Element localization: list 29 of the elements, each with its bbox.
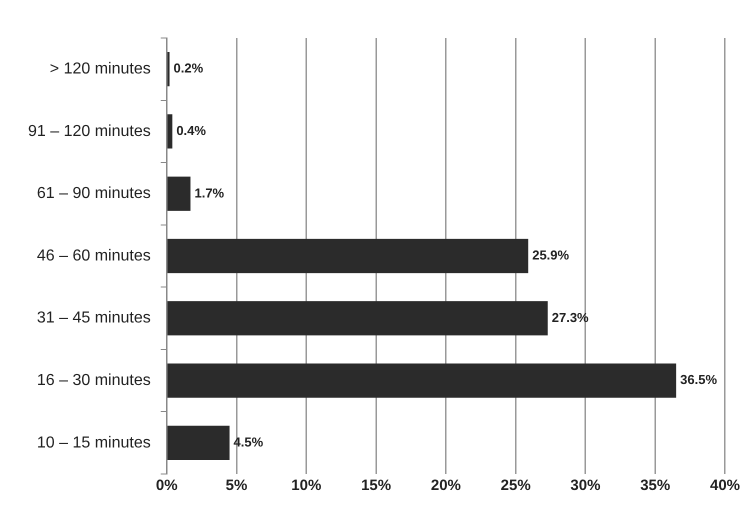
y-tick-label: 61 – 90 minutes bbox=[36, 185, 151, 202]
data-label: 4.5% bbox=[234, 434, 264, 450]
x-tick-label: 25% bbox=[500, 477, 531, 494]
y-tick-label: 91 – 120 minutes bbox=[28, 122, 151, 140]
bar bbox=[168, 426, 230, 460]
data-label: 25.9% bbox=[532, 248, 570, 263]
x-tick-label: 30% bbox=[570, 477, 600, 494]
x-tick-label: 15% bbox=[361, 477, 392, 494]
bar bbox=[168, 238, 528, 274]
data-label: 1.7% bbox=[194, 185, 225, 200]
x-tick-label: 20% bbox=[430, 477, 461, 494]
x-tick-label: 35% bbox=[640, 477, 670, 494]
bar bbox=[168, 301, 548, 336]
x-tick-label: 0% bbox=[156, 477, 178, 494]
data-label: 27.3% bbox=[552, 310, 590, 325]
y-tick-label: 31 – 45 minutes bbox=[36, 310, 151, 327]
bar bbox=[168, 363, 676, 398]
bar bbox=[168, 176, 190, 211]
x-tick-label: 10% bbox=[291, 477, 322, 494]
y-tick-label: > 120 minutes bbox=[50, 60, 151, 78]
data-label: 0.4% bbox=[176, 123, 206, 138]
y-tick-label: 10 – 15 minutes bbox=[36, 434, 151, 452]
x-tick-label: 5% bbox=[226, 477, 248, 494]
bar bbox=[168, 114, 172, 149]
data-label: 0.2% bbox=[174, 60, 204, 76]
x-tick-label: 40% bbox=[710, 477, 740, 494]
y-tick-label: 16 – 30 minutes bbox=[36, 372, 151, 389]
data-label: 36.5% bbox=[680, 372, 718, 388]
y-tick-label: 46 – 60 minutes bbox=[36, 247, 151, 264]
